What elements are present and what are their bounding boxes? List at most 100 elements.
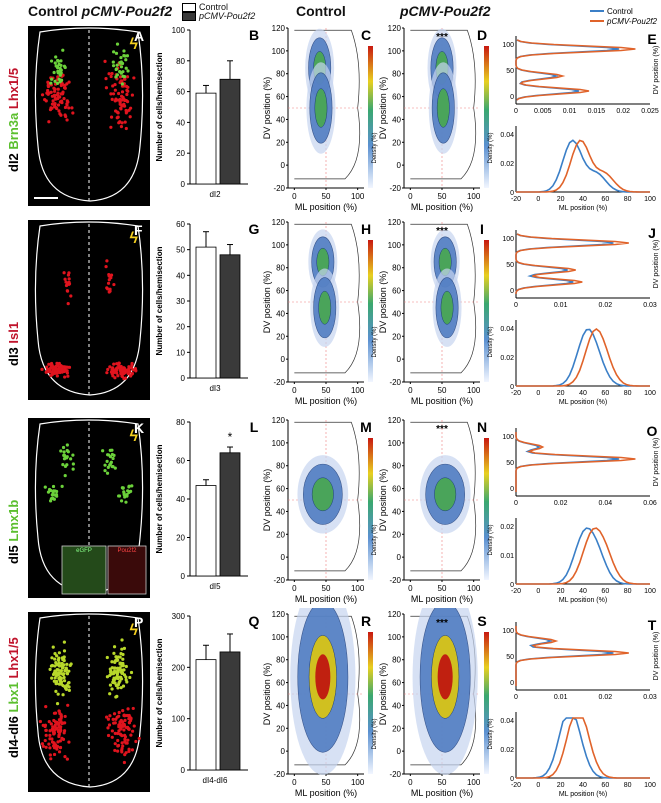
bar-pou2f2 — [219, 78, 241, 185]
y-tick-label: 0 — [181, 572, 186, 581]
cell-dot — [118, 679, 122, 683]
cell-dot — [64, 666, 68, 670]
cell-dot — [49, 488, 53, 493]
y-tick-label: -20 — [273, 184, 285, 193]
cell-dot — [59, 714, 63, 718]
cell-dot — [124, 66, 128, 70]
cell-dot — [48, 746, 52, 750]
cell-dot — [117, 121, 121, 125]
cell-dot — [115, 656, 119, 660]
y-tick-label: 60 — [276, 93, 285, 102]
cell-dot — [50, 77, 54, 81]
density-core — [311, 477, 334, 512]
cell-dot — [54, 55, 58, 59]
cell-dot — [119, 651, 123, 656]
cell-dot — [59, 672, 64, 676]
cell-dot — [53, 104, 57, 109]
cell-dot — [109, 92, 113, 96]
y-tick-label: 20 — [176, 323, 185, 332]
kde-ml-x-label: ML position (%) — [559, 399, 607, 406]
cell-dot — [43, 97, 47, 102]
cell-dot — [69, 294, 73, 298]
panel-letter: S — [477, 613, 486, 629]
cell-dot — [130, 748, 135, 752]
cell-dot — [67, 80, 71, 84]
cell-dot — [104, 77, 108, 81]
cell-dot — [104, 86, 109, 90]
cell-dot — [123, 120, 127, 124]
cell-dot — [123, 77, 127, 81]
x-tick-label: 0 — [408, 778, 413, 787]
density-peak — [437, 654, 453, 700]
x-tick-label: 0 — [536, 782, 540, 789]
cell-dot — [54, 97, 58, 101]
cell-dot — [57, 109, 61, 113]
colorbar-label: Density (%) — [488, 326, 494, 357]
cell-dot — [120, 374, 124, 379]
cell-dot — [65, 118, 69, 122]
cell-dot — [55, 81, 60, 85]
cell-dot — [127, 367, 131, 371]
y-tick-label: 100 — [272, 47, 286, 56]
cell-dot — [115, 42, 120, 46]
cell-dot — [115, 666, 120, 670]
cell-dot — [62, 731, 66, 735]
x-tick-label: 50 — [322, 778, 331, 787]
y-tick-label: 40 — [276, 115, 285, 124]
x-tick-label: 100 — [351, 778, 365, 787]
cell-dot — [66, 703, 70, 707]
cell-dot — [63, 65, 67, 70]
panel-letter: C — [361, 27, 371, 43]
cell-dot — [58, 80, 62, 84]
cell-dot — [65, 683, 69, 687]
cell-dot — [40, 742, 45, 746]
cell-dot — [116, 738, 120, 743]
cell-dot — [124, 126, 128, 131]
cell-dot — [124, 84, 129, 88]
cell-dot — [55, 654, 59, 658]
cell-dot — [105, 655, 109, 660]
y-tick-label: 80 — [392, 462, 401, 471]
cell-dot — [126, 69, 130, 73]
cell-dot — [122, 713, 126, 717]
cell-dot — [105, 371, 109, 375]
cell-dot — [114, 109, 118, 113]
bar-pou2f2 — [219, 452, 241, 577]
cell-dot — [108, 448, 112, 452]
kde-plots-t: T 0 50 100 0 0.01 0.02 0.03 DV position (%) 0 0.02… — [500, 617, 660, 798]
cell-dot — [119, 55, 123, 60]
cell-dot — [127, 484, 131, 488]
cell-dot — [55, 106, 59, 111]
cell-dot — [114, 51, 119, 55]
y-tick-label: 100 — [502, 236, 514, 243]
row-label: dI3 Isl1 — [6, 321, 21, 366]
cell-dot — [122, 490, 126, 494]
bar-control — [195, 246, 217, 379]
x-tick-label: 100 — [467, 584, 481, 593]
y-tick-label: 0 — [510, 776, 514, 783]
cell-dot — [119, 499, 124, 503]
x-tick-label: 0 — [514, 108, 518, 115]
kde-ml-x-label: ML position (%) — [559, 205, 607, 212]
cell-dot — [122, 728, 126, 732]
y-tick-label: 20 — [276, 530, 285, 539]
cell-dot — [118, 61, 123, 65]
cell-dot — [53, 657, 57, 661]
cell-dot — [58, 718, 62, 722]
cell-dot — [120, 486, 124, 490]
cell-dot — [53, 651, 57, 656]
bar-chart-g: 0 10 20 30 40 50 60 dI3 Number of cells/hemisect… — [155, 220, 260, 393]
cell-dot — [127, 727, 131, 731]
cell-dot — [120, 638, 124, 642]
cell-dot — [113, 666, 117, 670]
y-tick-label: 80 — [176, 57, 185, 66]
cell-dot — [56, 87, 60, 91]
cell-dot — [46, 490, 51, 494]
x-tick-label: 100 — [644, 588, 656, 595]
cell-dot — [113, 742, 117, 746]
cell-dot — [125, 741, 129, 745]
y-tick-label: -20 — [389, 576, 401, 585]
